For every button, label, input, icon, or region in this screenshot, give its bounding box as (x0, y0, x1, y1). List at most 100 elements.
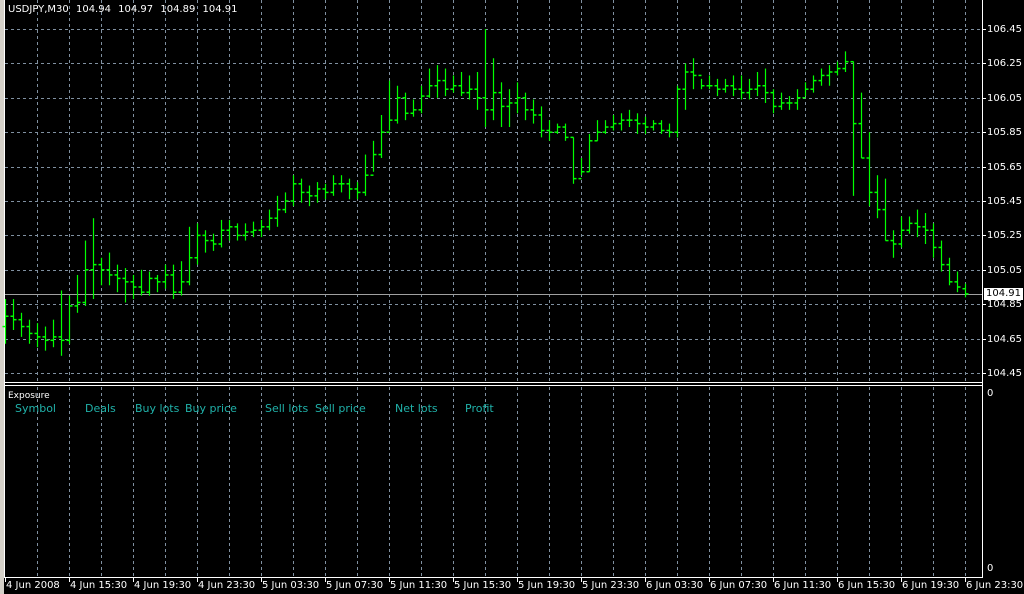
ohlc-bar (618, 113, 625, 131)
ohlc-bar (210, 233, 217, 251)
ohlc-bar (930, 223, 937, 258)
ohlc-bar (386, 80, 393, 133)
ohlc-bar (362, 154, 369, 196)
ohlc-bar (58, 290, 65, 356)
ohlc-bar (810, 75, 817, 93)
time-label: 5 Jun 07:30 (326, 580, 384, 591)
time-label: 4 Jun 23:30 (198, 580, 256, 591)
open-value: 104.94 (75, 4, 111, 15)
ohlc-bar (706, 75, 713, 90)
ohlc-bar (250, 221, 257, 238)
ohlc-bar (770, 89, 777, 114)
ohlc-bar (682, 63, 689, 110)
ohlc-bar (146, 271, 153, 296)
column-header-sell-price: Sell price (315, 402, 366, 415)
ohlc-bar (290, 175, 297, 207)
time-label: 6 Jun 11:30 (774, 580, 832, 591)
ohlc-bar (602, 120, 609, 134)
ohlc-bar (90, 218, 97, 300)
ohlc-bar (610, 115, 617, 131)
ohlc-bar (818, 68, 825, 86)
ohlc-bar (914, 209, 921, 238)
ohlc-bar (730, 75, 737, 97)
ohlc-bar (874, 175, 881, 219)
ohlc-bar (258, 219, 265, 238)
time-label: 5 Jun 19:30 (518, 580, 576, 591)
ohlc-bar (202, 230, 209, 253)
ohlc-bar (242, 223, 249, 241)
exposure-title: Exposure (8, 391, 50, 401)
ohlc-bar (858, 92, 865, 159)
ohlc-bar (346, 178, 353, 200)
ohlc-bar (762, 68, 769, 103)
ohlc-bar (74, 274, 81, 313)
ohlc-bar (354, 182, 361, 200)
ohlc-bar (530, 99, 537, 124)
ohlc-bar (50, 319, 57, 348)
time-label: 5 Jun 11:30 (390, 580, 448, 591)
ohlc-bar (698, 74, 705, 90)
ohlc-bar (402, 92, 409, 121)
ohlc-bar (18, 312, 25, 337)
ohlc-bar (434, 65, 441, 98)
ohlc-bar (138, 269, 145, 296)
ohlc-bar (26, 319, 33, 344)
ohlc-bar (594, 120, 601, 142)
ohlc-bar (274, 195, 281, 227)
ohlc-bar (266, 209, 273, 231)
time-label: 5 Jun 03:30 (262, 580, 320, 591)
ohlc-bar (866, 132, 873, 207)
ohlc-bar (426, 68, 433, 98)
window-frame (0, 0, 4, 594)
ohlc-bar (826, 65, 833, 86)
ohlc-bar (522, 92, 529, 121)
column-header-profit: Profit (465, 402, 494, 415)
ohlc-bar (674, 85, 681, 138)
ohlc-bar (42, 326, 49, 351)
time-label: 5 Jun 23:30 (582, 580, 640, 591)
time-label: 6 Jun 15:30 (838, 580, 896, 591)
ohlc-bar (338, 175, 345, 193)
price-label: 105.05 (987, 264, 1022, 276)
ohlc-bar (890, 230, 897, 258)
price-label: 105.85 (987, 126, 1022, 138)
column-header-symbol: Symbol (15, 402, 56, 415)
ohlc-bar (754, 72, 761, 97)
ohlc-bar (506, 89, 513, 128)
ohlc-bar (778, 92, 785, 110)
ohlc-bar (514, 82, 521, 114)
ohlc-bar (322, 183, 329, 200)
ohlc-bar (34, 323, 41, 348)
ohlc-bar (410, 99, 417, 117)
ohlc-bar (226, 219, 233, 241)
ohlc-bar (634, 113, 641, 134)
time-label: 6 Jun 07:30 (710, 580, 768, 591)
low-value: 104.89 (160, 4, 196, 15)
ohlc-bar (746, 78, 753, 100)
chart-header: USDJPY,M30 104.94 104.97 104.89 104.91 (8, 4, 242, 16)
ohlc-bar (66, 295, 73, 344)
ohlc-bar (546, 120, 553, 141)
ohlc-bar (282, 192, 289, 214)
ohlc-bar (946, 257, 953, 286)
price-label: 105.25 (987, 229, 1022, 241)
price-label: 105.45 (987, 195, 1022, 207)
ohlc-bar (442, 68, 449, 97)
column-header-buy-price: Buy price (185, 402, 237, 415)
ohlc-bar (378, 115, 385, 158)
ohlc-bar (482, 29, 489, 128)
column-header-buy-lots: Buy lots (135, 402, 180, 415)
ohlc-bar (938, 240, 945, 272)
ohlc-bar (178, 261, 185, 296)
ohlc-bar (626, 109, 633, 128)
ohlc-bar (170, 264, 177, 300)
ohlc-bar (474, 72, 481, 110)
ohlc-bar (122, 268, 129, 303)
ohlc-bar (842, 51, 849, 72)
ohlc-bar (658, 120, 665, 134)
ohlc-bar (922, 213, 929, 244)
price-label: 106.05 (987, 92, 1022, 104)
ohlc-bar (218, 219, 225, 248)
ohlc-bar (306, 185, 313, 207)
